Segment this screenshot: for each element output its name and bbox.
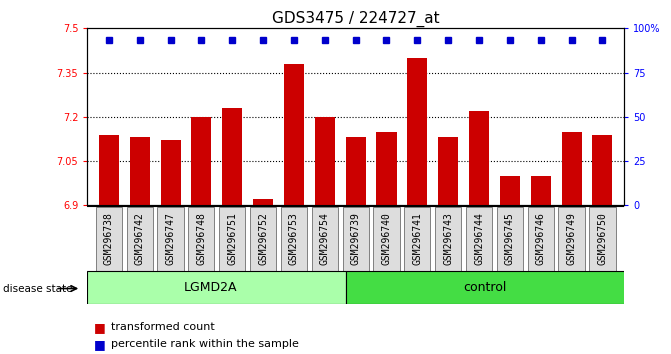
Bar bbox=[222, 108, 242, 205]
FancyBboxPatch shape bbox=[281, 207, 307, 271]
FancyBboxPatch shape bbox=[219, 207, 246, 271]
Text: ■: ■ bbox=[94, 338, 106, 350]
Bar bbox=[284, 64, 304, 205]
Text: GSM296747: GSM296747 bbox=[166, 212, 176, 265]
FancyBboxPatch shape bbox=[250, 207, 276, 271]
Bar bbox=[130, 137, 150, 205]
Text: GSM296751: GSM296751 bbox=[227, 212, 238, 265]
FancyBboxPatch shape bbox=[404, 207, 430, 271]
Text: percentile rank within the sample: percentile rank within the sample bbox=[111, 339, 299, 349]
Bar bbox=[469, 111, 489, 205]
Bar bbox=[407, 58, 427, 205]
Text: GSM296738: GSM296738 bbox=[104, 212, 114, 265]
FancyBboxPatch shape bbox=[311, 207, 338, 271]
Text: GSM296754: GSM296754 bbox=[320, 212, 329, 265]
FancyBboxPatch shape bbox=[466, 207, 492, 271]
FancyBboxPatch shape bbox=[87, 271, 346, 304]
FancyBboxPatch shape bbox=[373, 207, 400, 271]
Text: GSM296744: GSM296744 bbox=[474, 212, 484, 265]
FancyBboxPatch shape bbox=[96, 207, 122, 271]
Text: GSM296743: GSM296743 bbox=[443, 212, 453, 265]
Bar bbox=[160, 141, 180, 205]
Text: transformed count: transformed count bbox=[111, 322, 215, 332]
Bar bbox=[376, 132, 397, 205]
Text: LGMD2A: LGMD2A bbox=[184, 281, 238, 294]
Text: control: control bbox=[464, 281, 507, 294]
FancyBboxPatch shape bbox=[435, 207, 461, 271]
Bar bbox=[500, 176, 520, 205]
FancyBboxPatch shape bbox=[189, 207, 215, 271]
Text: ■: ■ bbox=[94, 321, 106, 334]
FancyBboxPatch shape bbox=[158, 207, 184, 271]
Bar bbox=[99, 135, 119, 205]
Bar bbox=[531, 176, 551, 205]
FancyBboxPatch shape bbox=[127, 207, 153, 271]
FancyBboxPatch shape bbox=[527, 207, 554, 271]
Bar bbox=[315, 117, 335, 205]
FancyBboxPatch shape bbox=[558, 207, 584, 271]
Text: GSM296749: GSM296749 bbox=[566, 212, 576, 265]
Text: GSM296753: GSM296753 bbox=[289, 212, 299, 265]
Text: disease state: disease state bbox=[3, 284, 73, 293]
Bar bbox=[438, 137, 458, 205]
Text: GSM296750: GSM296750 bbox=[597, 212, 607, 265]
Bar bbox=[592, 135, 613, 205]
Text: GSM296746: GSM296746 bbox=[535, 212, 546, 265]
Text: GSM296741: GSM296741 bbox=[413, 212, 422, 265]
Text: GSM296748: GSM296748 bbox=[197, 212, 207, 265]
Text: GSM296752: GSM296752 bbox=[258, 212, 268, 265]
FancyBboxPatch shape bbox=[497, 207, 523, 271]
FancyBboxPatch shape bbox=[589, 207, 615, 271]
Title: GDS3475 / 224727_at: GDS3475 / 224727_at bbox=[272, 11, 440, 27]
FancyBboxPatch shape bbox=[342, 207, 369, 271]
Bar bbox=[253, 199, 273, 205]
Text: GSM296740: GSM296740 bbox=[382, 212, 391, 265]
FancyBboxPatch shape bbox=[346, 271, 633, 304]
Bar bbox=[191, 117, 211, 205]
Text: GSM296739: GSM296739 bbox=[351, 212, 360, 265]
Bar bbox=[346, 137, 366, 205]
Text: GSM296745: GSM296745 bbox=[505, 212, 515, 265]
Text: GSM296742: GSM296742 bbox=[135, 212, 145, 265]
Bar bbox=[562, 132, 582, 205]
